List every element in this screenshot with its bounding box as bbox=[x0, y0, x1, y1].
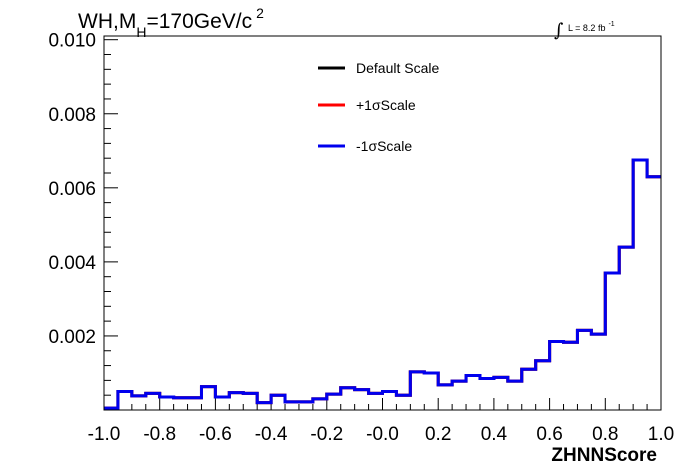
plot-frame bbox=[103, 35, 662, 411]
x-tick-label: -0.2 bbox=[310, 424, 343, 445]
y-tick-label: 0.002 bbox=[48, 327, 96, 348]
x-tick-label: 0.6 bbox=[536, 424, 562, 445]
title-pre: WH,M bbox=[78, 10, 136, 33]
lumi-label: L = 8.2 fb -1 bbox=[568, 21, 615, 33]
x-tick-label: -0.8 bbox=[143, 424, 176, 445]
y-tick-labels: 0.002 0.004 0.006 0.008 0.010 bbox=[48, 31, 96, 348]
series-layer bbox=[104, 158, 661, 410]
x-tick-label: -1.0 bbox=[88, 424, 121, 445]
x-tick-label: -0.4 bbox=[255, 424, 288, 445]
legend-label: +1σScale bbox=[356, 97, 416, 113]
y-tick-label: 0.004 bbox=[48, 253, 96, 274]
x-tick-label: 0.4 bbox=[481, 424, 508, 445]
x-tick-label: -0.0 bbox=[366, 424, 399, 445]
lumi-integral-sign: ∫ bbox=[554, 20, 564, 41]
x-tick-labels: -1.0 -0.8 -0.6 -0.4 -0.2 -0.0 0.2 0.4 0.6 0.8 1.0 bbox=[88, 424, 675, 445]
title-subscript: H bbox=[136, 24, 146, 40]
title-mid: =170GeV/c bbox=[146, 10, 252, 33]
lumi-text: L = 8.2 fb bbox=[568, 23, 605, 33]
series-line-3 bbox=[104, 158, 661, 410]
x-tick-label: 0.8 bbox=[592, 424, 618, 445]
x-axis-label: ZHNNScore bbox=[551, 445, 657, 466]
y-tick-label: 0.010 bbox=[48, 31, 96, 52]
title-superscript: 2 bbox=[256, 5, 264, 21]
y-tick-label: 0.006 bbox=[48, 179, 96, 200]
legend: Default Scale +1σScale -1σScale bbox=[318, 60, 439, 154]
legend-label: Default Scale bbox=[356, 60, 439, 76]
y-minor-ticks bbox=[104, 39, 118, 411]
x-tick-label: 1.0 bbox=[648, 424, 674, 445]
y-tick-label: 0.008 bbox=[48, 105, 96, 126]
x-tick-label: -0.6 bbox=[199, 424, 232, 445]
chart-title: WH,MH=170GeV/c 2 bbox=[78, 5, 264, 40]
legend-label: -1σScale bbox=[356, 138, 412, 154]
lumi-superscript: -1 bbox=[608, 21, 614, 28]
x-tick-label: 0.2 bbox=[425, 424, 451, 445]
